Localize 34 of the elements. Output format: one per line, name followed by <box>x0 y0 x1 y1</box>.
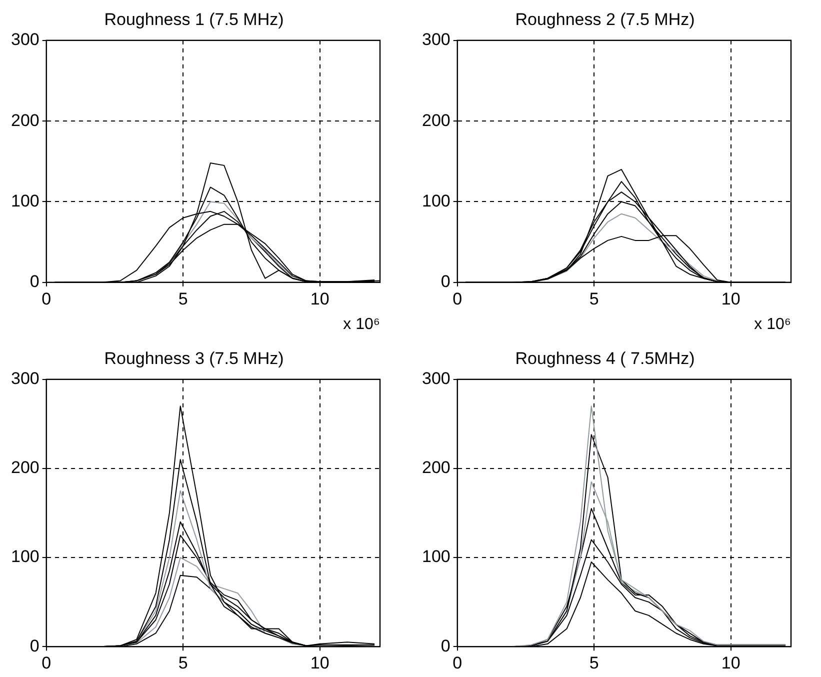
x-tick-label: 0 <box>42 289 52 308</box>
y-tick-label: 200 <box>422 110 450 130</box>
x-tick-label: 5 <box>178 289 188 308</box>
y-tick-label: 100 <box>422 547 450 566</box>
y-tick-label: 0 <box>30 272 40 292</box>
x-tick-label: 0 <box>452 289 462 308</box>
chart-title: Roughness 4 ( 7.5MHz) <box>515 348 695 368</box>
x-tick-label: 5 <box>178 653 188 672</box>
y-tick-label: 300 <box>422 30 450 50</box>
y-tick-label: 300 <box>10 369 40 388</box>
y-tick-label: 200 <box>10 458 40 478</box>
y-tick-label: 100 <box>422 191 450 210</box>
x-tick-label: 5 <box>589 653 599 672</box>
x-tick-label: 10 <box>310 653 330 672</box>
chart-title: Roughness 1 (7.5 MHz) <box>104 10 284 29</box>
x-tick-label: 0 <box>42 653 52 672</box>
y-tick-label: 200 <box>422 458 450 478</box>
x-tick-label: 0 <box>452 653 462 672</box>
y-tick-label: 0 <box>440 636 450 656</box>
x-axis-title: x 10⁶ <box>343 316 380 333</box>
y-tick-label: 100 <box>10 547 40 566</box>
x-tick-label: 10 <box>721 289 740 308</box>
y-tick-label: 0 <box>440 272 450 292</box>
y-tick-label: 300 <box>10 30 40 50</box>
x-axis-title: x 10⁶ <box>754 316 791 333</box>
y-tick-label: 300 <box>422 369 450 388</box>
chart-title: Roughness 2 (7.5 MHz) <box>515 10 695 29</box>
y-tick-label: 100 <box>10 191 40 210</box>
y-tick-label: 0 <box>30 636 40 656</box>
y-tick-label: 200 <box>10 110 40 130</box>
chart-title: Roughness 3 (7.5 MHz) <box>104 348 284 368</box>
x-tick-label: 10 <box>310 289 330 308</box>
x-tick-label: 5 <box>589 289 599 308</box>
x-tick-label: 10 <box>721 653 740 672</box>
